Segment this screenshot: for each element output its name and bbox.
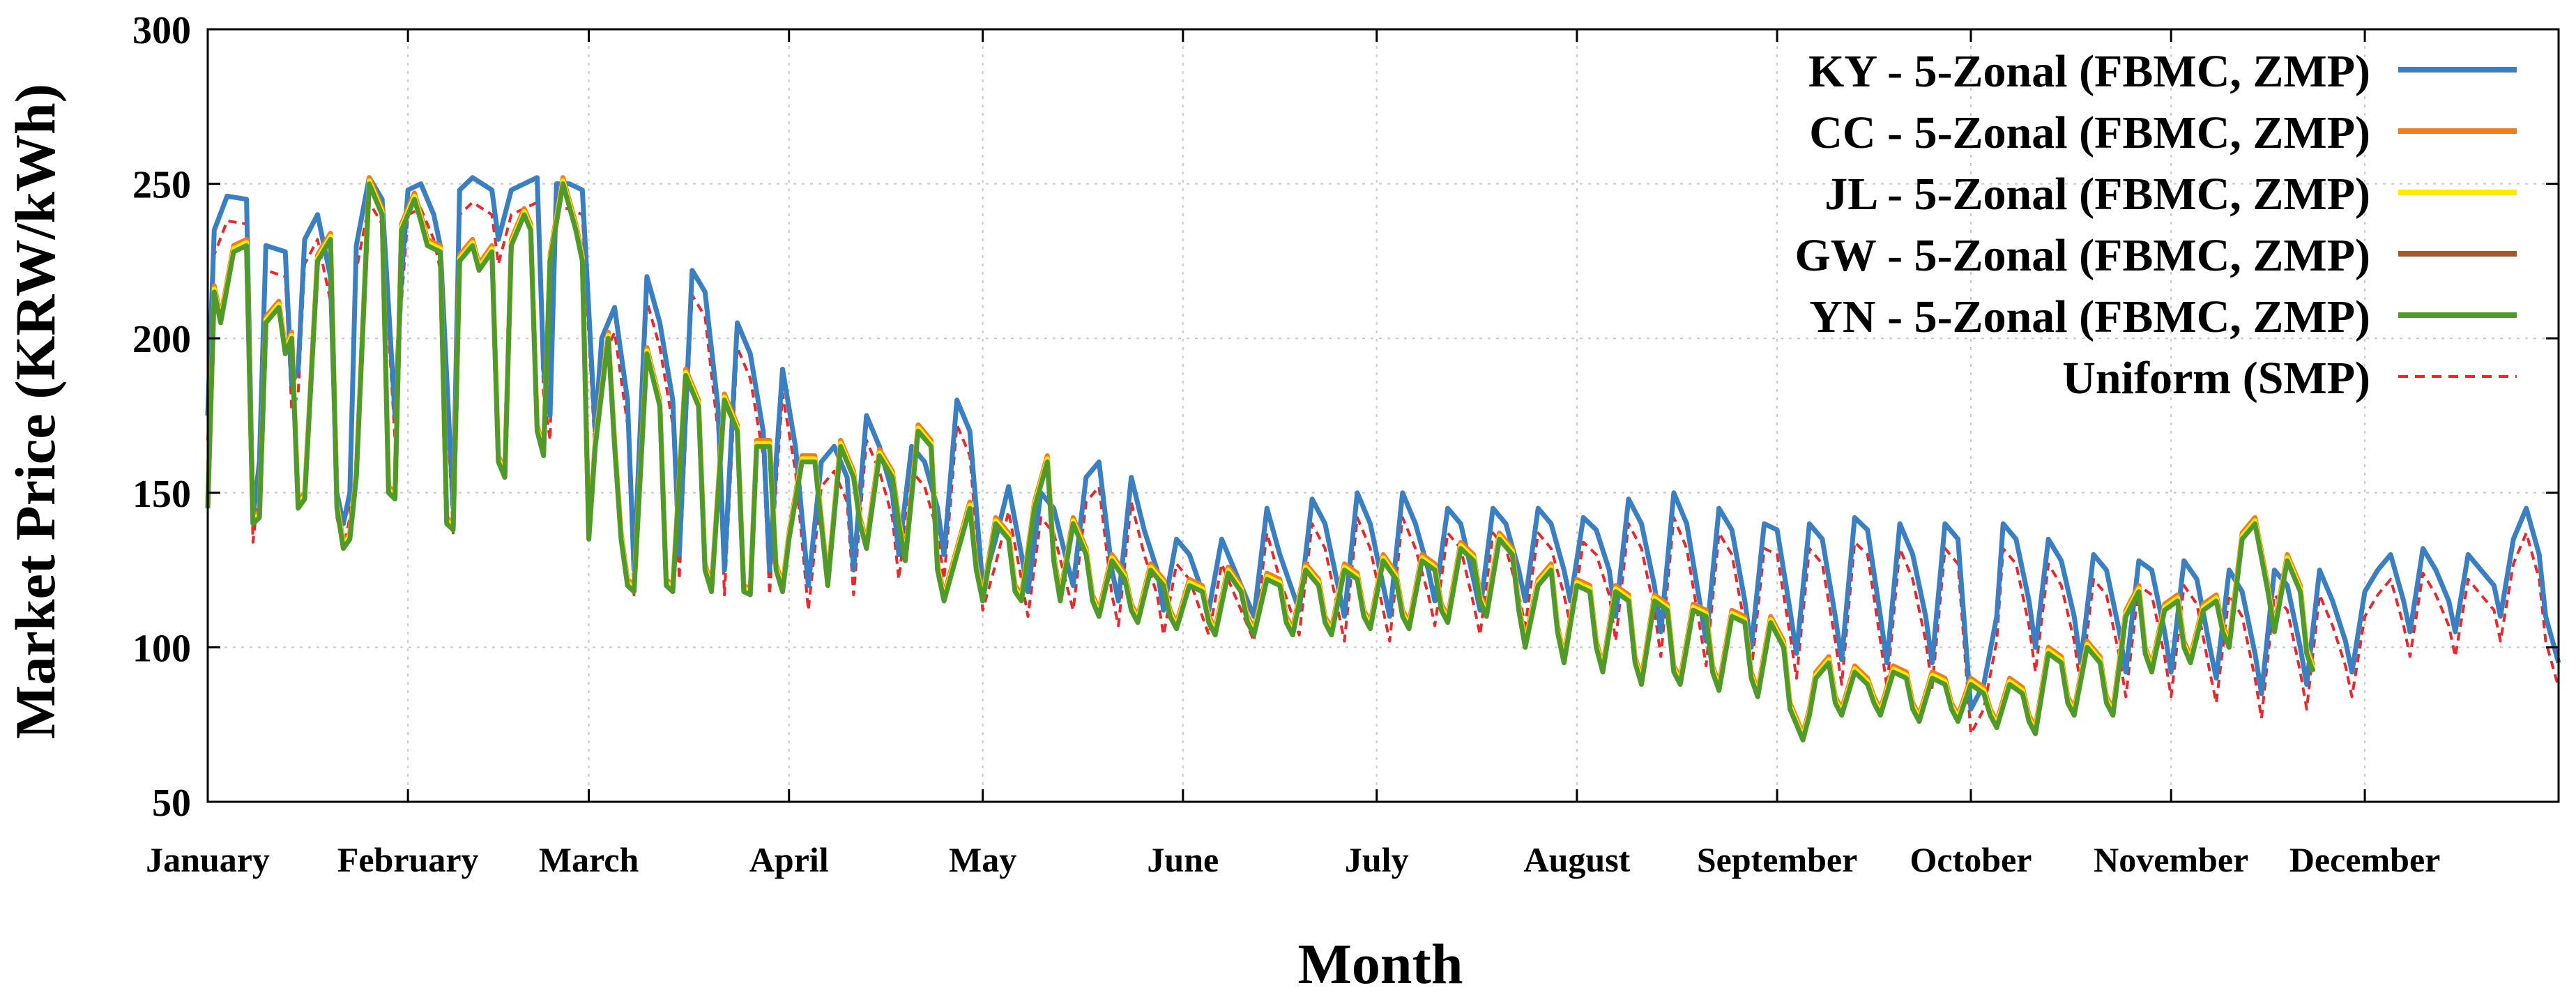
series-layer [205, 175, 2561, 743]
y-tick-label: 300 [132, 9, 191, 52]
x-tick-label: October [1910, 840, 2032, 879]
x-tick-label: April [749, 840, 829, 879]
x-tick-label: November [2094, 840, 2248, 879]
y-tick-label: 150 [132, 473, 191, 516]
legend-label: Uniform (SMP) [2062, 353, 2370, 404]
legend: KY - 5-Zonal (FBMC, ZMP) CC - 5-Zonal (FB… [1794, 46, 2517, 404]
x-tick-label: January [146, 840, 270, 879]
series-line-4 [205, 181, 2316, 743]
series-line-5 [206, 201, 2560, 736]
plot-frame [206, 28, 2560, 803]
x-axis-ticks: January February March April May June July Augu… [146, 29, 2440, 879]
legend-label: YN - 5-Zonal (FBMC, ZMP) [1809, 291, 2370, 342]
y-tick-label: 100 [132, 627, 191, 670]
y-tick-label: 200 [132, 318, 191, 361]
legend-label: GW - 5-Zonal (FBMC, ZMP) [1794, 230, 2370, 281]
x-tick-label: June [1147, 840, 1219, 879]
legend-label: JL - 5-Zonal (FBMC, ZMP) [1824, 169, 2370, 220]
y-tick-label: 250 [132, 164, 191, 207]
x-tick-label: February [337, 840, 479, 879]
x-tick-label: March [539, 840, 639, 879]
x-axis-label: Month [1298, 932, 1463, 996]
y-tick-label: 50 [152, 782, 191, 825]
x-tick-label: December [2289, 840, 2441, 879]
x-tick-label: May [949, 840, 1016, 879]
y-axis-label: Market Price (KRW/kWh) [3, 84, 67, 739]
legend-label: KY - 5-Zonal (FBMC, ZMP) [1808, 46, 2370, 97]
legend-label: CC - 5-Zonal (FBMC, ZMP) [1809, 107, 2370, 158]
y-axis-ticks: 50 100 150 200 250 300 [132, 9, 2559, 825]
x-tick-label: September [1697, 840, 1858, 879]
x-tick-label: July [1345, 840, 1409, 879]
x-tick-label: August [1523, 840, 1630, 879]
